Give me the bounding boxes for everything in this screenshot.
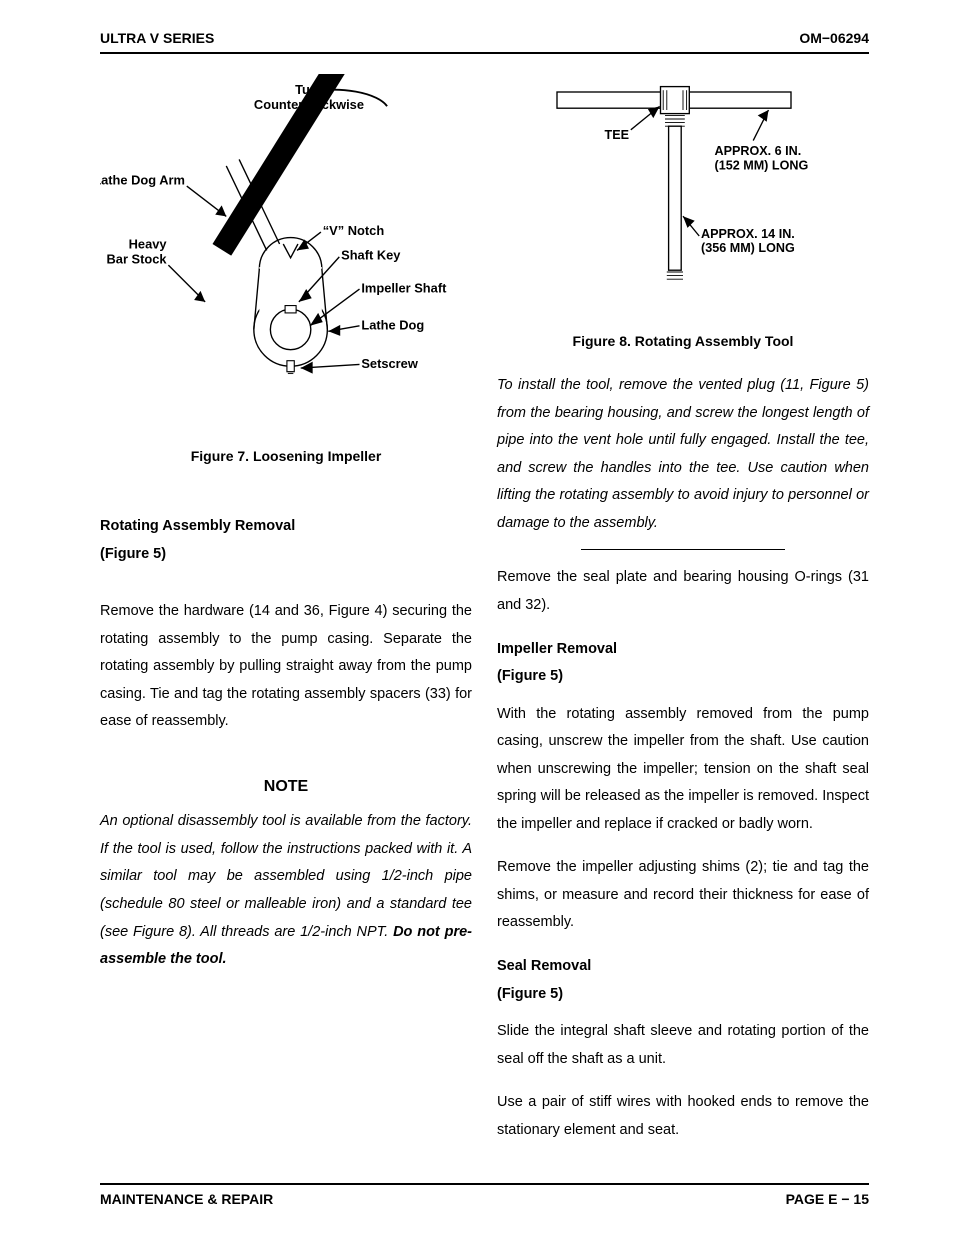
- impeller-removal-figref: (Figure 5): [497, 663, 869, 691]
- impeller-removal-para-2: Remove the impeller adjusting shims (2);…: [497, 854, 869, 937]
- rotating-assembly-head: Rotating Assembly Removal: [100, 513, 472, 541]
- impeller-removal-head: Impeller Removal: [497, 636, 869, 664]
- label-heavy-1: Heavy: [129, 237, 168, 252]
- separator-line: [581, 549, 786, 550]
- page-footer: MAINTENANCE & REPAIR PAGE E − 15: [100, 1183, 869, 1207]
- label-impeller-shaft: Impeller Shaft: [361, 281, 447, 296]
- impeller-removal-para-1: With the rotating assembly removed from …: [497, 701, 869, 839]
- label-lathe-dog: Lathe Dog: [361, 317, 424, 332]
- note-body-text: An optional disassembly tool is availabl…: [100, 813, 472, 939]
- label-heavy-2: Bar Stock: [106, 251, 167, 266]
- label-tee: TEE: [605, 128, 630, 142]
- label-vnotch: “V” Notch: [323, 223, 385, 238]
- figure-8-caption: Figure 8. Rotating Assembly Tool: [497, 328, 869, 355]
- figure-7-caption: Figure 7. Loosening Impeller: [100, 443, 472, 470]
- seal-removal-para-2: Use a pair of stiff wires with hooked en…: [497, 1089, 869, 1144]
- footer-right: PAGE E − 15: [786, 1191, 869, 1207]
- rotating-assembly-figref: (Figure 5): [100, 541, 472, 569]
- header-left: ULTRA V SERIES: [100, 30, 214, 46]
- label-six-2: (152 MM) LONG: [715, 158, 809, 172]
- label-six-1: APPROX. 6 IN.: [715, 144, 802, 158]
- footer-left: MAINTENANCE & REPAIR: [100, 1191, 273, 1207]
- content-columns: Turn Counterclockwise: [100, 74, 869, 1160]
- header-right: OM−06294: [799, 30, 869, 46]
- seal-removal-figref: (Figure 5): [497, 981, 869, 1009]
- label-fourteen-1: APPROX. 14 IN.: [701, 227, 795, 241]
- note-body: An optional disassembly tool is availabl…: [100, 808, 472, 973]
- install-tool-para: To install the tool, remove the vented p…: [497, 372, 869, 537]
- label-fourteen-2: (356 MM) LONG: [701, 241, 795, 255]
- seal-removal-para-1: Slide the integral shaft sleeve and rota…: [497, 1018, 869, 1073]
- label-setscrew: Setscrew: [361, 356, 418, 371]
- seal-removal-head: Seal Removal: [497, 953, 869, 981]
- figure-8-diagram: TEE APPROX. 6 IN. (152 MM) LONG APPROX. …: [497, 74, 869, 299]
- page-header: ULTRA V SERIES OM−06294: [100, 30, 869, 54]
- right-column: TEE APPROX. 6 IN. (152 MM) LONG APPROX. …: [497, 74, 869, 1160]
- figure-7-diagram: Turn Counterclockwise: [100, 74, 472, 414]
- left-column: Turn Counterclockwise: [100, 74, 472, 1160]
- label-shaft-key: Shaft Key: [341, 248, 401, 263]
- label-lathe-dog-arm: Lathe Dog Arm: [100, 172, 185, 187]
- note-heading: NOTE: [100, 772, 472, 802]
- seal-plate-para: Remove the seal plate and bearing housin…: [497, 564, 869, 619]
- rotating-assembly-para: Remove the hardware (14 and 36, Figure 4…: [100, 598, 472, 736]
